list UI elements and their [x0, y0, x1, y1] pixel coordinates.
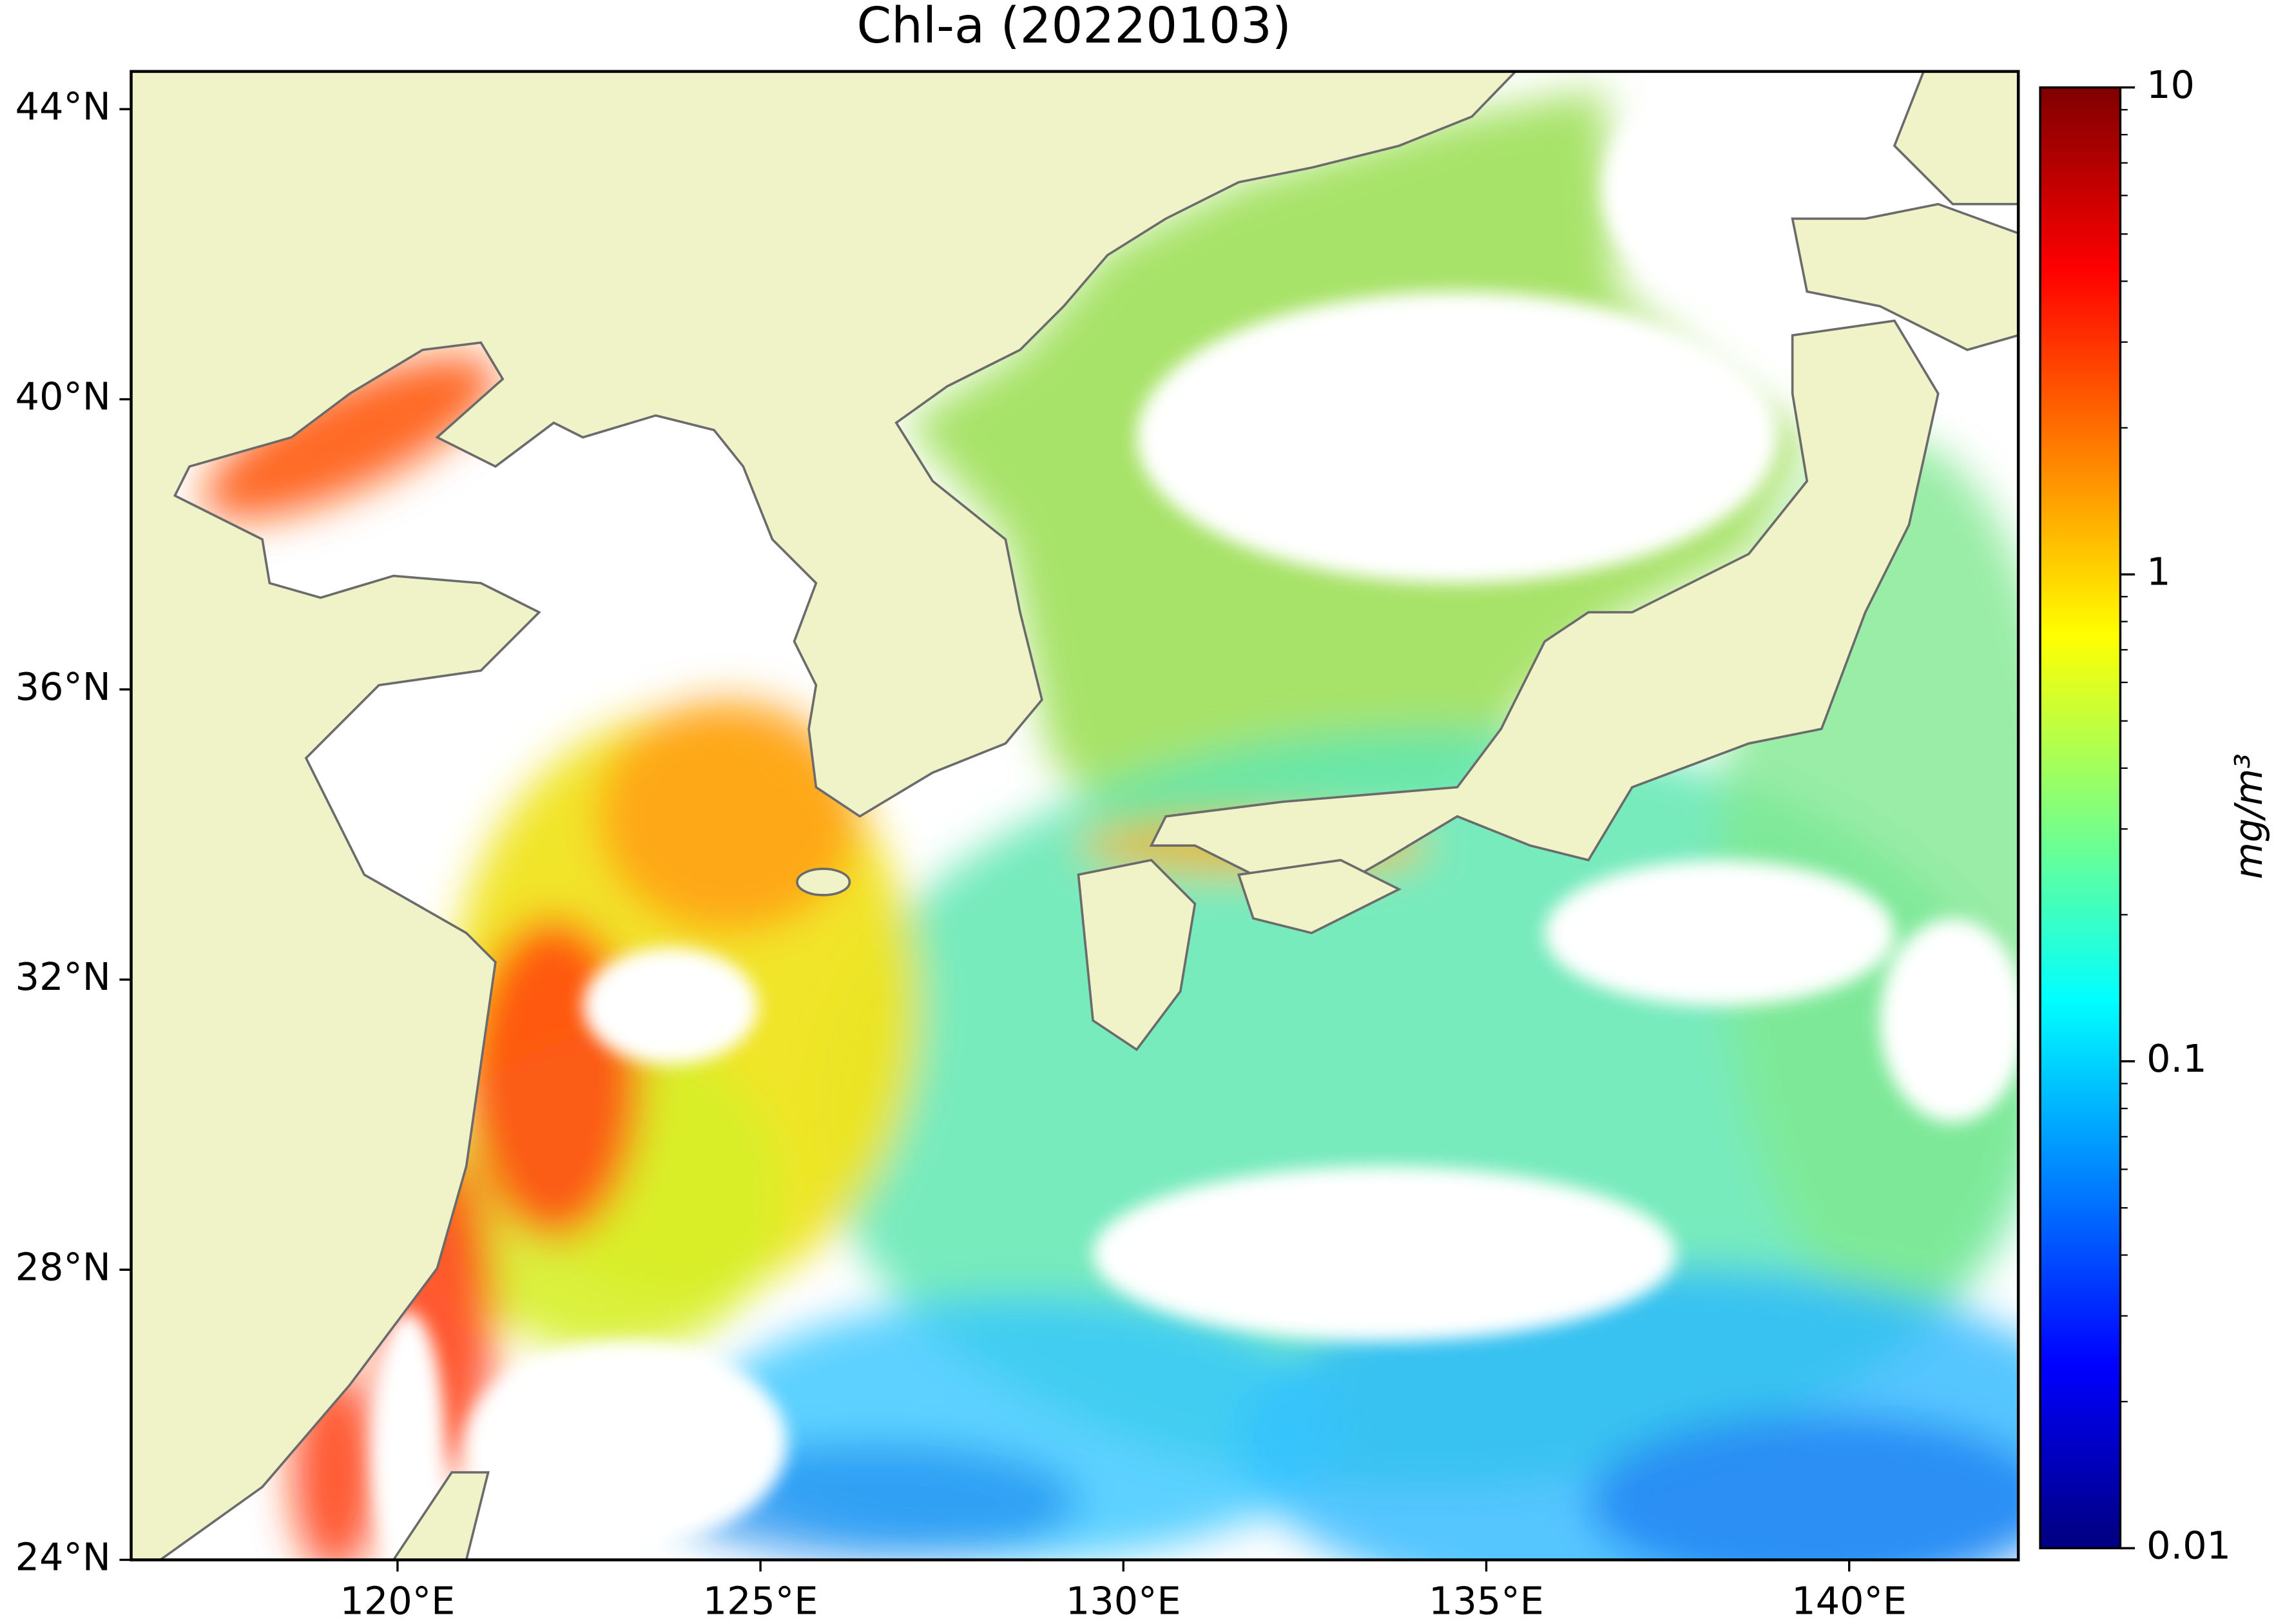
- kyushu: [1077, 858, 1197, 1052]
- x-tick-label: 140°E: [1791, 1578, 1907, 1623]
- taiwan: [392, 1471, 490, 1560]
- sakhalin: [1893, 71, 2019, 206]
- colorbar-tick-label: 0.1: [2146, 1036, 2207, 1081]
- y-tick-label: 44°N: [15, 84, 111, 128]
- hokkaido: [1791, 202, 2019, 351]
- y-tick-label: 24°N: [15, 1535, 111, 1580]
- x-tick-label: 130°E: [1066, 1578, 1181, 1623]
- colorbar-tick-label: 10: [2146, 63, 2195, 107]
- y-tick-label: 40°N: [15, 374, 111, 419]
- map-frame: [130, 70, 2020, 1561]
- colorbar-tick-label: 1: [2146, 549, 2170, 594]
- colorbar-tick-label: 0.01: [2146, 1523, 2231, 1567]
- map-title: Chl-a (20220103): [857, 0, 1291, 55]
- colorbar: [2039, 86, 2122, 1550]
- mainland-asia: [131, 71, 1518, 1560]
- y-tick-label: 28°N: [15, 1244, 111, 1289]
- y-tick-label: 36°N: [15, 664, 111, 709]
- x-tick-label: 120°E: [340, 1578, 456, 1623]
- x-tick-label: 135°E: [1429, 1578, 1544, 1623]
- map-area: [131, 71, 2019, 1560]
- colorbar-label: mg/m³: [2226, 753, 2271, 879]
- jeju: [796, 867, 851, 896]
- x-tick-label: 125°E: [703, 1578, 818, 1623]
- y-tick-label: 32°N: [15, 954, 111, 999]
- shikoku: [1237, 858, 1402, 934]
